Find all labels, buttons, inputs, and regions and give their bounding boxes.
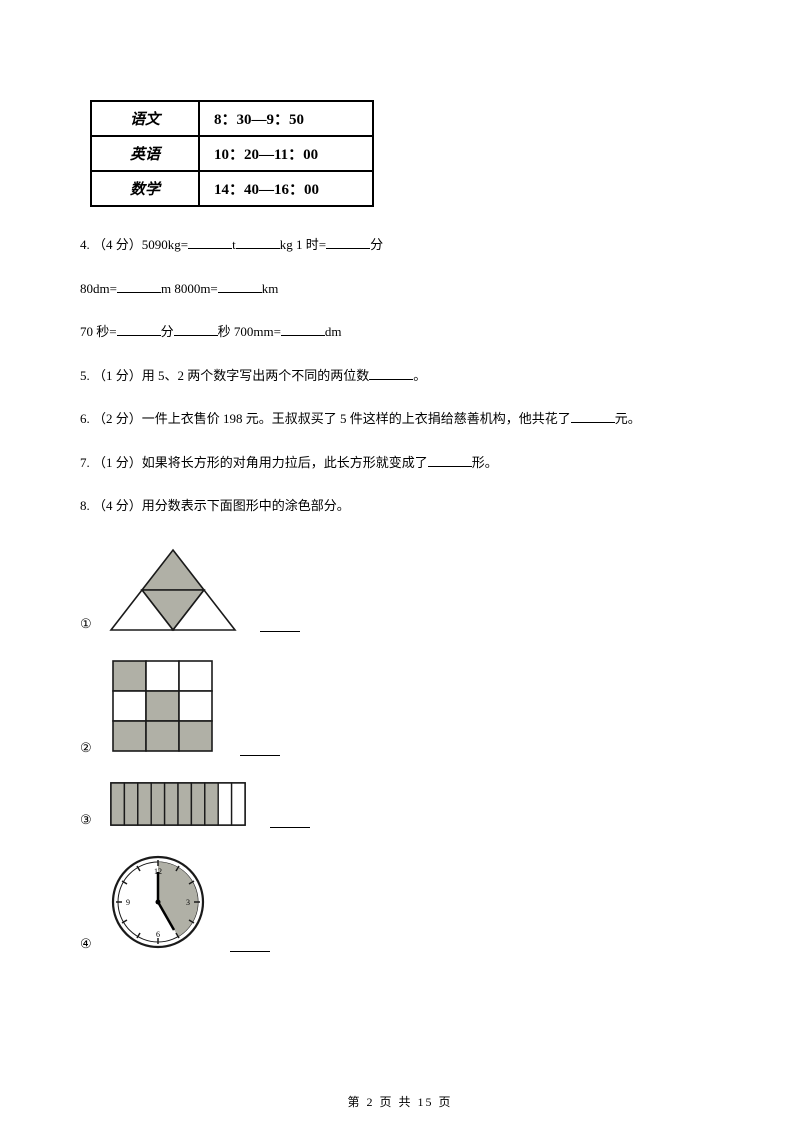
- q4-l3fen: 分: [161, 324, 174, 339]
- q4-l2m: m 8000m=: [161, 281, 218, 296]
- q5-text: 5. （1 分）用 5、2 两个数字写出两个不同的两位数: [80, 368, 369, 383]
- q7-a: 7. （1 分）如果将长方形的对角用力拉后，此长方形就变成了: [80, 455, 428, 470]
- fig-label-1: ①: [80, 616, 98, 632]
- clock-fraction-icon: 12 3 6 9: [108, 852, 208, 952]
- question-8: 8. （4 分）用分数表示下面图形中的涂色部分。: [80, 496, 720, 516]
- question-5: 5. （1 分）用 5、2 两个数字写出两个不同的两位数 。: [80, 366, 720, 386]
- schedule-table: 语文 8：30—9：50 英语 10：20—11：00 数学 14：40—16：…: [90, 100, 374, 207]
- fig-label-4: ④: [80, 936, 98, 952]
- cell-subject: 数学: [91, 171, 199, 206]
- question-4: 4. （4 分）5090kg=tkg 1 时=分: [80, 235, 720, 255]
- q4-fen: 分: [370, 237, 383, 252]
- q8-text: 8. （4 分）用分数表示下面图形中的涂色部分。: [80, 498, 350, 513]
- blank: [260, 619, 300, 632]
- q4-l2a: 80dm=: [80, 281, 117, 296]
- q6-a: 6. （2 分）一件上衣售价 198 元。王叔叔买了 5 件这样的上衣捐给慈善机…: [80, 411, 571, 426]
- blank: [571, 409, 615, 423]
- fig-label-2: ②: [80, 740, 98, 756]
- q7-b: 形。: [472, 455, 498, 470]
- blank: [281, 322, 325, 336]
- question-4-line3: 70 秒= 分 秒 700mm= dm: [80, 322, 720, 342]
- cell-time: 14：40—16：00: [199, 171, 373, 206]
- q4-l3a: 70 秒=: [80, 324, 117, 339]
- blank: [218, 279, 262, 293]
- cell-time: 8：30—9：50: [199, 101, 373, 136]
- q5-end: 。: [413, 368, 426, 383]
- figure-2: ②: [80, 656, 720, 756]
- q6-b: 元。: [615, 411, 641, 426]
- triangle-fraction-icon: [108, 544, 238, 632]
- q4-l3miao: 秒 700mm=: [218, 324, 281, 339]
- blank: [240, 743, 280, 756]
- figures-overlay: ① ② ③: [0, 534, 800, 1094]
- q4-text: 4. （4 分）5090kg=: [80, 237, 188, 252]
- q4-kg: kg 1 时=: [280, 237, 326, 252]
- blank: [236, 235, 280, 249]
- blank: [188, 235, 232, 249]
- page-footer: 第 2 页 共 15 页: [0, 1093, 800, 1110]
- blank: [428, 453, 472, 467]
- blank: [174, 322, 218, 336]
- figure-4: ④ 12 3 6: [80, 852, 720, 952]
- cell-subject: 英语: [91, 136, 199, 171]
- table-row: 数学 14：40—16：00: [91, 171, 373, 206]
- blank: [326, 235, 370, 249]
- figure-3: ③: [80, 780, 720, 828]
- table-row: 语文 8：30—9：50: [91, 101, 373, 136]
- blank: [369, 366, 413, 380]
- question-7: 7. （1 分）如果将长方形的对角用力拉后，此长方形就变成了 形。: [80, 453, 720, 473]
- q4-l2km: km: [262, 281, 279, 296]
- fig-label-3: ③: [80, 812, 98, 828]
- blank: [270, 815, 310, 828]
- blank: [117, 322, 161, 336]
- bar-fraction-icon: [108, 780, 248, 828]
- q4-l3dm: dm: [325, 324, 342, 339]
- blank: [117, 279, 161, 293]
- question-4-line2: 80dm= m 8000m= km: [80, 279, 720, 299]
- grid-fraction-icon: [108, 656, 218, 756]
- figure-1: ①: [80, 544, 720, 632]
- table-row: 英语 10：20—11：00: [91, 136, 373, 171]
- blank: [230, 939, 270, 952]
- svg-text:3: 3: [186, 898, 190, 907]
- svg-text:6: 6: [156, 930, 160, 939]
- question-6: 6. （2 分）一件上衣售价 198 元。王叔叔买了 5 件这样的上衣捐给慈善机…: [80, 409, 720, 429]
- cell-time: 10：20—11：00: [199, 136, 373, 171]
- cell-subject: 语文: [91, 101, 199, 136]
- svg-text:9: 9: [126, 898, 130, 907]
